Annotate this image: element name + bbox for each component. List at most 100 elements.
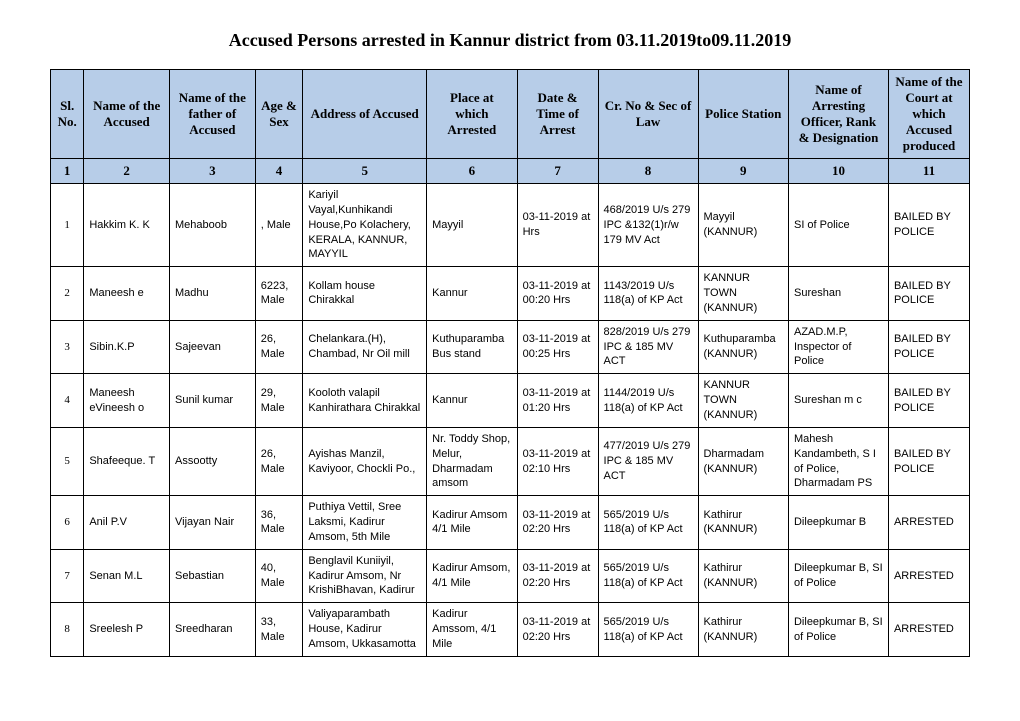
cell-crno: 1144/2019 U/s 118(a) of KP Act	[598, 374, 698, 428]
cell-address: Chelankara.(H), Chambad, Nr Oil mill	[303, 320, 427, 374]
cell-address: Kariyil Vayal,Kunhikandi House,Po Kolach…	[303, 184, 427, 267]
cell-father: Assootty	[170, 427, 256, 495]
cell-crno: 565/2019 U/s 118(a) of KP Act	[598, 603, 698, 657]
cell-datetime: 03-11-2019 at 02:20 Hrs	[517, 496, 598, 550]
table-row: 1Hakkim K. KMehaboob, MaleKariyil Vayal,…	[51, 184, 970, 267]
cell-place: Kannur	[427, 267, 517, 321]
cell-station: Kathirur (KANNUR)	[698, 496, 788, 550]
cell-place: Kadirur Amssom, 4/1 Mile	[427, 603, 517, 657]
cell-datetime: 03-11-2019 at 02:10 Hrs	[517, 427, 598, 495]
cell-datetime: 03-11-2019 at 02:20 Hrs	[517, 549, 598, 603]
cell-father: Sunil kumar	[170, 374, 256, 428]
col-header-age-sex: Age & Sex	[255, 70, 303, 159]
col-num: 5	[303, 159, 427, 184]
cell-court: BAILED BY POLICE	[888, 184, 969, 267]
cell-court: BAILED BY POLICE	[888, 374, 969, 428]
cell-officer: Dileepkumar B, SI of Police	[788, 603, 888, 657]
cell-station: Kuthuparamba (KANNUR)	[698, 320, 788, 374]
cell-datetime: 03-11-2019 at 02:20 Hrs	[517, 603, 598, 657]
cell-officer: Sureshan	[788, 267, 888, 321]
cell-age_sex: 26, Male	[255, 320, 303, 374]
cell-place: Nr. Toddy Shop, Melur, Dharmadam amsom	[427, 427, 517, 495]
cell-place: Mayyil	[427, 184, 517, 267]
cell-father: Vijayan Nair	[170, 496, 256, 550]
cell-father: Sajeevan	[170, 320, 256, 374]
cell-sl: 4	[51, 374, 84, 428]
cell-address: Benglavil Kuniiyil, Kadirur Amsom, Nr Kr…	[303, 549, 427, 603]
col-header-crno: Cr. No & Sec of Law	[598, 70, 698, 159]
cell-crno: 477/2019 U/s 279 IPC & 185 MV ACT	[598, 427, 698, 495]
col-header-place: Place at which Arrested	[427, 70, 517, 159]
cell-address: Ayishas Manzil, Kaviyoor, Chockli Po.,	[303, 427, 427, 495]
table-row: 7Senan M.LSebastian40, MaleBenglavil Kun…	[51, 549, 970, 603]
col-num: 7	[517, 159, 598, 184]
cell-name: Senan M.L	[84, 549, 170, 603]
cell-age_sex: 26, Male	[255, 427, 303, 495]
cell-datetime: 03-11-2019 at 00:25 Hrs	[517, 320, 598, 374]
cell-age_sex: 29, Male	[255, 374, 303, 428]
cell-station: Kathirur (KANNUR)	[698, 603, 788, 657]
col-header-name: Name of the Accused	[84, 70, 170, 159]
cell-court: ARRESTED	[888, 549, 969, 603]
cell-address: Puthiya Vettil, Sree Laksmi, Kadirur Ams…	[303, 496, 427, 550]
cell-officer: Mahesh Kandambeth, S I of Police, Dharma…	[788, 427, 888, 495]
col-header-address: Address of Accused	[303, 70, 427, 159]
table-row: 3Sibin.K.PSajeevan26, MaleChelankara.(H)…	[51, 320, 970, 374]
col-num: 10	[788, 159, 888, 184]
cell-name: Sibin.K.P	[84, 320, 170, 374]
cell-place: Kadirur Amsom 4/1 Mile	[427, 496, 517, 550]
col-header-father: Name of the father of Accused	[170, 70, 256, 159]
cell-station: Mayyil (KANNUR)	[698, 184, 788, 267]
col-num: 6	[427, 159, 517, 184]
cell-age_sex: 33, Male	[255, 603, 303, 657]
table-row: 2Maneesh eMadhu6223, MaleKollam house Ch…	[51, 267, 970, 321]
table-body: 1Hakkim K. KMehaboob, MaleKariyil Vayal,…	[51, 184, 970, 657]
table-number-row: 1 2 3 4 5 6 7 8 9 10 11	[51, 159, 970, 184]
cell-age_sex: 40, Male	[255, 549, 303, 603]
cell-name: Maneesh e	[84, 267, 170, 321]
cell-sl: 6	[51, 496, 84, 550]
cell-officer: AZAD.M.P, Inspector of Police	[788, 320, 888, 374]
cell-sl: 3	[51, 320, 84, 374]
cell-court: BAILED BY POLICE	[888, 320, 969, 374]
cell-sl: 5	[51, 427, 84, 495]
cell-name: Shafeeque. T	[84, 427, 170, 495]
table-row: 6Anil P.VVijayan Nair36, MalePuthiya Vet…	[51, 496, 970, 550]
col-header-officer: Name of Arresting Officer, Rank & Design…	[788, 70, 888, 159]
cell-address: Kollam house Chirakkal	[303, 267, 427, 321]
col-num: 2	[84, 159, 170, 184]
cell-sl: 2	[51, 267, 84, 321]
cell-age_sex: , Male	[255, 184, 303, 267]
cell-datetime: 03-11-2019 at 00:20 Hrs	[517, 267, 598, 321]
table-row: 4Maneesh eVineesh oSunil kumar29, MaleKo…	[51, 374, 970, 428]
cell-age_sex: 6223, Male	[255, 267, 303, 321]
cell-name: Hakkim K. K	[84, 184, 170, 267]
cell-crno: 828/2019 U/s 279 IPC & 185 MV ACT	[598, 320, 698, 374]
cell-officer: SI of Police	[788, 184, 888, 267]
table-row: 8Sreelesh PSreedharan33, MaleValiyaparam…	[51, 603, 970, 657]
cell-father: Sebastian	[170, 549, 256, 603]
cell-station: KANNUR TOWN (KANNUR)	[698, 267, 788, 321]
col-num: 8	[598, 159, 698, 184]
cell-crno: 565/2019 U/s 118(a) of KP Act	[598, 496, 698, 550]
page-title: Accused Persons arrested in Kannur distr…	[50, 30, 970, 51]
cell-court: ARRESTED	[888, 496, 969, 550]
col-header-station: Police Station	[698, 70, 788, 159]
col-num: 3	[170, 159, 256, 184]
cell-father: Madhu	[170, 267, 256, 321]
col-header-court: Name of the Court at which Accused produ…	[888, 70, 969, 159]
cell-officer: Dileepkumar B	[788, 496, 888, 550]
cell-sl: 1	[51, 184, 84, 267]
cell-place: Kuthuparamba Bus stand	[427, 320, 517, 374]
cell-sl: 7	[51, 549, 84, 603]
arrests-table: Sl. No. Name of the Accused Name of the …	[50, 69, 970, 657]
cell-place: Kadirur Amsom, 4/1 Mile	[427, 549, 517, 603]
cell-officer: Sureshan m c	[788, 374, 888, 428]
cell-station: KANNUR TOWN (KANNUR)	[698, 374, 788, 428]
cell-datetime: 03-11-2019 at 01:20 Hrs	[517, 374, 598, 428]
cell-father: Mehaboob	[170, 184, 256, 267]
col-header-sl: Sl. No.	[51, 70, 84, 159]
col-num: 1	[51, 159, 84, 184]
cell-father: Sreedharan	[170, 603, 256, 657]
cell-address: Valiyaparambath House, Kadirur Amsom, Uk…	[303, 603, 427, 657]
